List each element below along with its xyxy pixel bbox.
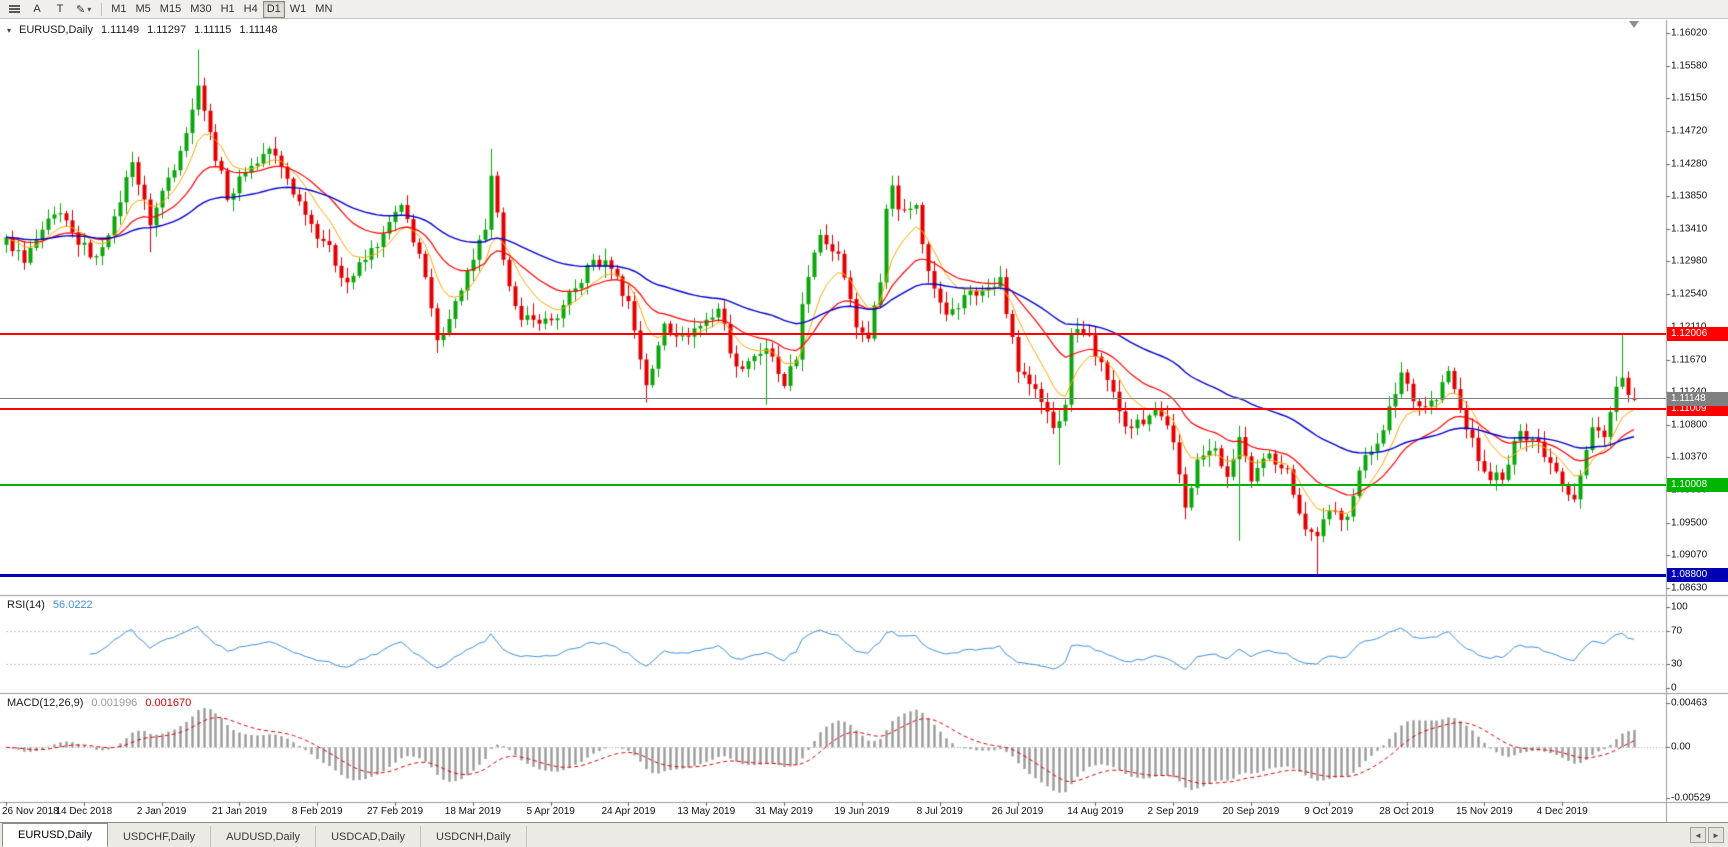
- macd-name-label: MACD(12,26,9): [7, 697, 84, 709]
- date-axis-label: 14 Aug 2019: [1067, 806, 1124, 817]
- pencil-icon: ✎: [76, 3, 86, 16]
- rsi-name-label: RSI(14): [7, 599, 45, 611]
- text-tool-button[interactable]: T: [56, 3, 64, 15]
- rsi-header: RSI(14) 56.0222: [7, 599, 93, 611]
- price-axis-label: 1.09500: [1671, 517, 1708, 529]
- timeframe-m1-button[interactable]: M1: [111, 3, 127, 15]
- date-axis-label: 28 Oct 2019: [1379, 806, 1434, 817]
- date-axis-label: 2 Sep 2019: [1147, 806, 1199, 817]
- open-value: 1.11149: [100, 24, 140, 36]
- date-axis-label: 9 Oct 2019: [1304, 806, 1354, 817]
- date-axis-label: 8 Jul 2019: [916, 806, 963, 817]
- macd-header: MACD(12,26,9) 0.001996 0.001670: [7, 697, 191, 709]
- chart-shift-marker[interactable]: [1629, 21, 1639, 28]
- chart-tabs: EURUSD,Daily USDCHF,Daily AUDUSD,Daily USDC…: [0, 823, 527, 847]
- price-axis-label: 1.16020: [1671, 27, 1708, 39]
- timeframe-mn-button[interactable]: MN: [315, 3, 333, 15]
- price-axis-label: 1.15150: [1671, 92, 1708, 104]
- timeframe-w1-button[interactable]: W1: [289, 3, 307, 15]
- toolbar-separator: [101, 2, 103, 16]
- close-value: 1.11148: [239, 24, 278, 36]
- rsi-axis-label: 0: [1671, 682, 1677, 694]
- price-axis-label: 1.15580: [1671, 60, 1708, 72]
- resistance-line-upper-price-tag: 1.12006: [1667, 327, 1728, 342]
- date-axis-label: 20 Sep 2019: [1222, 806, 1280, 817]
- date-axis-label: 18 Mar 2019: [444, 806, 501, 817]
- high-value: 1.11297: [147, 24, 187, 36]
- rsi-axis-label: 30: [1671, 658, 1683, 670]
- date-axis-label: 4 Dec 2019: [1536, 806, 1588, 817]
- date-axis-label: 19 Jun 2019: [834, 806, 890, 817]
- price-axis-label: 1.11670: [1671, 354, 1707, 366]
- price-axis-label: 1.14280: [1671, 158, 1708, 170]
- chart-dropdown-icon[interactable]: ▾: [7, 25, 12, 35]
- timeframe-m15-button[interactable]: M15: [159, 3, 182, 15]
- date-axis-label: 5 Apr 2019: [526, 806, 575, 817]
- price-axis-label: 1.14720: [1671, 125, 1708, 137]
- tab-scroll-right-button[interactable]: ►: [1708, 827, 1724, 843]
- price-axis-label: 1.09070: [1671, 549, 1708, 561]
- timeframe-button-group: M1 M5 M15 M30 H1 H4 D1 W1 MN: [107, 0, 337, 18]
- resistance-line-upper[interactable]: [0, 333, 1666, 336]
- price-axis-label: 1.12110: [1671, 321, 1706, 332]
- tab-usdchf-daily[interactable]: USDCHF,Daily: [108, 826, 212, 847]
- macd-axis-label: 0.00463: [1671, 697, 1708, 709]
- symbol-period-label: EURUSD,Daily: [19, 24, 93, 36]
- price-chart-header: ▾ EURUSD,Daily 1.11149 1.11297 1.11115 1…: [7, 24, 278, 36]
- low-value: 1.11115: [194, 24, 232, 36]
- menu-icon: [8, 4, 20, 14]
- date-axis-label: 2 Jan 2019: [136, 806, 187, 817]
- timeframe-h4-button[interactable]: H4: [243, 3, 258, 15]
- tab-eurusd-daily[interactable]: EURUSD,Daily: [2, 823, 108, 847]
- cursor-tool-button[interactable]: A: [33, 3, 41, 15]
- bid-price-line: [0, 398, 1666, 400]
- macd-signal-value: 0.001670: [145, 697, 192, 709]
- macd-main-value: 0.001996: [91, 697, 138, 709]
- date-axis-label: 27 Feb 2019: [366, 806, 424, 817]
- price-axis-label: 1.12980: [1671, 255, 1708, 267]
- top-toolbar: A T ✎ ▾ M1 M5 M15 M30 H1 H4 D1 W1 MN: [0, 0, 1728, 19]
- timeframe-m30-button[interactable]: M30: [190, 3, 212, 15]
- date-axis-label: 31 May 2019: [755, 806, 813, 817]
- rsi-axis-label: 100: [1671, 601, 1688, 613]
- rsi-value: 56.0222: [52, 599, 93, 611]
- timeframe-m5-button[interactable]: M5: [135, 3, 151, 15]
- date-axis-label: 26 Jul 2019: [991, 806, 1044, 817]
- date-axis-label: 13 May 2019: [677, 806, 736, 817]
- timeframe-d1-button[interactable]: D1: [262, 0, 285, 18]
- tab-scroll-buttons: ◄ ►: [1690, 827, 1724, 843]
- date-axis-label: 26 Nov 2018: [2, 806, 59, 817]
- timeframe-h1-button[interactable]: H1: [220, 3, 235, 15]
- price-axis-label: 1.13410: [1671, 223, 1708, 235]
- resistance-line-lower[interactable]: [0, 408, 1666, 411]
- tab-usdcad-daily[interactable]: USDCAD,Daily: [316, 826, 422, 847]
- tab-scroll-left-button[interactable]: ◄: [1690, 827, 1706, 843]
- support-line-blue[interactable]: [0, 573, 1666, 577]
- chart-tab-bar: EURUSD,Daily USDCHF,Daily AUDUSD,Daily USDC…: [0, 822, 1728, 847]
- date-axis-label: 15 Nov 2019: [1456, 806, 1513, 817]
- price-axis-label: 1.08630: [1671, 582, 1708, 594]
- price-axis-label: 1.13850: [1671, 190, 1708, 202]
- draw-tool-button[interactable]: ✎ ▾: [72, 1, 95, 18]
- date-axis-label: 24 Apr 2019: [601, 806, 656, 817]
- macd-axis-label: -0.00529: [1671, 792, 1711, 804]
- rsi-axis-label: 70: [1671, 625, 1683, 637]
- macd-axis-label: 0.00: [1671, 741, 1691, 753]
- tab-usdcnh-daily[interactable]: USDCNH,Daily: [421, 826, 527, 847]
- support-line-green[interactable]: [0, 483, 1666, 486]
- charts-grid-button[interactable]: [3, 1, 25, 18]
- price-axis-label: 1.10800: [1671, 419, 1708, 431]
- price-axis-label: 1.10370: [1671, 451, 1708, 463]
- date-axis-label: 14 Dec 2018: [55, 806, 113, 817]
- price-axis-label: 1.12540: [1671, 288, 1708, 300]
- bid-price-tag: 1.11148: [1667, 391, 1728, 406]
- tab-audusd-daily[interactable]: AUDUSD,Daily: [211, 826, 317, 847]
- support-line-blue-price-tag: 1.08800: [1667, 568, 1728, 583]
- chevron-down-icon: ▾: [87, 4, 92, 14]
- date-axis-label: 21 Jan 2019: [211, 806, 267, 817]
- support-line-green-price-tag: 1.10008: [1667, 477, 1728, 492]
- date-axis-label: 8 Feb 2019: [291, 806, 343, 817]
